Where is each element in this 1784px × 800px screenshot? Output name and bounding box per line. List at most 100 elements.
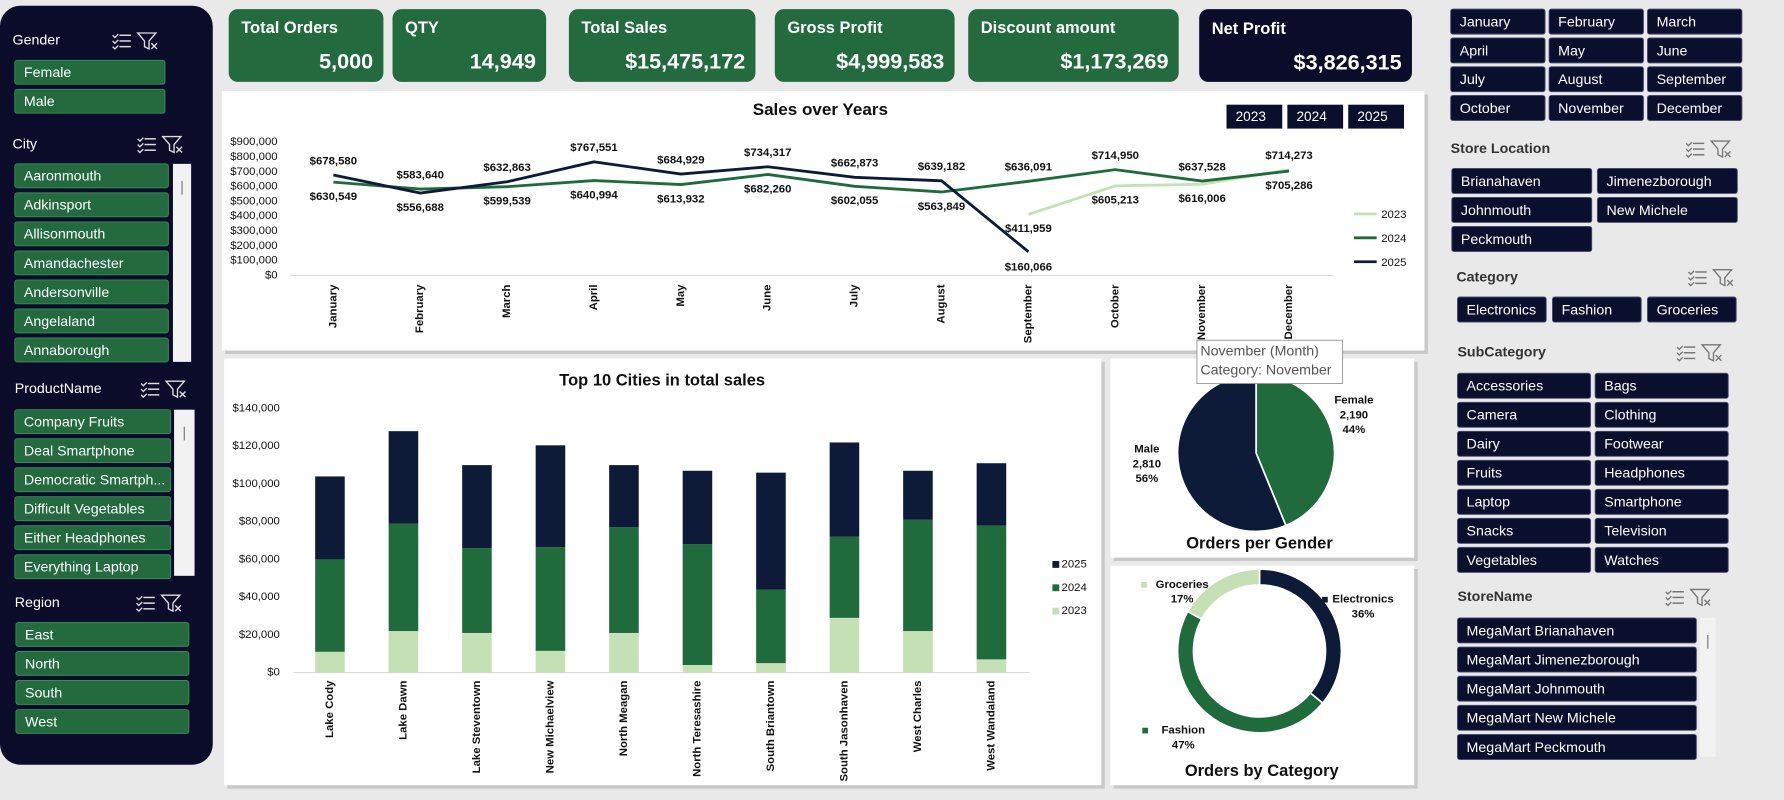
clear-filter-icon[interactable] (161, 135, 183, 154)
slicer-item[interactable]: Vegetables (1467, 553, 1537, 569)
slicer-button[interactable] (1594, 517, 1729, 544)
slicer-item[interactable]: March (1657, 15, 1697, 31)
year-button[interactable] (1348, 104, 1404, 129)
slicer-button[interactable] (1647, 66, 1743, 93)
year-button-label[interactable]: 2023 (1236, 109, 1266, 124)
year-button[interactable] (1226, 104, 1283, 129)
slicer-button[interactable] (1594, 372, 1729, 399)
slicer-item[interactable]: Fruits (1467, 466, 1503, 482)
slicer-item[interactable]: Dairy (1467, 437, 1501, 453)
slicer-button[interactable] (14, 88, 166, 114)
slicer-item[interactable]: January (1460, 15, 1511, 31)
slicer-button[interactable] (1548, 95, 1644, 121)
clear-filter-icon[interactable] (1689, 588, 1711, 607)
slicer-item[interactable]: December (1657, 101, 1723, 117)
slicer-button[interactable] (14, 409, 172, 435)
slicer-button[interactable] (1457, 430, 1592, 457)
multi-select-icon[interactable] (112, 33, 119, 50)
slicer-item[interactable]: Clothing (1604, 408, 1656, 424)
multi-select-icon[interactable] (137, 137, 144, 154)
slicer-item[interactable]: South (25, 685, 62, 701)
slicer-item[interactable]: East (25, 627, 53, 643)
slicer-item[interactable]: Television (1604, 524, 1666, 540)
slicer-item[interactable]: July (1460, 72, 1486, 88)
slicer-button[interactable] (14, 279, 169, 305)
slicer-button[interactable] (1594, 488, 1729, 515)
clear-filter-icon[interactable] (1709, 140, 1732, 159)
slicer-item[interactable]: August (1558, 72, 1602, 88)
year-button-label[interactable]: 2024 (1296, 109, 1327, 124)
slicer-item[interactable]: Deal Smartphone (24, 444, 135, 460)
slicer-item[interactable]: MegaMart Peckmouth (1467, 740, 1606, 756)
slicer-button[interactable] (15, 622, 190, 647)
slicer-button[interactable] (1552, 296, 1642, 323)
slicer-item[interactable]: Democratic Smartph... (24, 473, 165, 489)
slicer-button[interactable] (1451, 226, 1593, 252)
slicer-item[interactable]: Bags (1604, 379, 1636, 395)
slicer-item[interactable]: Fashion (1562, 302, 1613, 318)
slicer-item[interactable]: Headphones (1604, 466, 1685, 482)
multi-select-icon[interactable] (1665, 590, 1672, 607)
slicer-item[interactable]: Andersonville (24, 285, 109, 301)
slicer-button[interactable] (1457, 646, 1697, 673)
slicer-button[interactable] (1647, 8, 1743, 35)
slicer-item[interactable]: Everything Laptop (24, 560, 139, 576)
multi-select-icon[interactable] (1676, 345, 1684, 362)
slicer-button[interactable] (1596, 167, 1738, 194)
slicer-button[interactable] (14, 337, 169, 363)
slicer-button[interactable] (14, 250, 169, 276)
slicer-button[interactable] (14, 59, 166, 85)
multi-select-icon[interactable] (1687, 270, 1695, 287)
slicer-item[interactable]: Camera (1467, 408, 1518, 424)
slicer-button[interactable] (1457, 459, 1592, 486)
slicer-item[interactable]: Angelaland (24, 314, 95, 330)
slicer-item[interactable]: Snacks (1467, 524, 1514, 540)
slicer-button[interactable] (1594, 546, 1729, 573)
slicer-button[interactable] (1548, 66, 1644, 93)
clear-filter-icon[interactable] (1711, 269, 1734, 287)
slicer-button[interactable] (1647, 296, 1737, 323)
slicer-button[interactable] (1647, 37, 1743, 64)
slicer-item[interactable]: MegaMart New Michele (1467, 711, 1616, 727)
slicer-button[interactable] (1457, 296, 1547, 323)
slicer-item[interactable]: Amandachester (24, 256, 124, 272)
slicer-item[interactable]: October (1460, 101, 1511, 117)
slicer-button[interactable] (14, 163, 169, 189)
slicer-item[interactable]: Adkinsport (24, 198, 91, 214)
slicer-button[interactable] (1457, 733, 1697, 760)
slicer-item[interactable]: Female (24, 65, 71, 81)
multi-select-icon[interactable] (136, 595, 143, 613)
slicer-item[interactable]: Male (24, 94, 55, 110)
slicer-item[interactable]: Company Fruits (24, 415, 124, 431)
slicer-button[interactable] (1594, 459, 1729, 486)
slicer-button[interactable] (14, 525, 172, 551)
slicer-item[interactable]: West (25, 714, 57, 730)
slicer-button[interactable] (1457, 517, 1592, 544)
slicer-item[interactable]: Smartphone (1604, 495, 1682, 511)
slicer-button[interactable] (14, 467, 172, 493)
slicer-item[interactable]: Accessories (1467, 379, 1544, 395)
clear-filter-icon[interactable] (136, 32, 158, 51)
slicer-item[interactable]: MegaMart Jimenezborough (1467, 652, 1640, 668)
slicer-item[interactable]: Electronics (1467, 302, 1537, 318)
slicer-item[interactable]: Either Headphones (24, 531, 146, 547)
slicer-item[interactable]: MegaMart Brianahaven (1467, 623, 1615, 639)
slicer-button[interactable] (1457, 704, 1697, 731)
year-button-label[interactable]: 2025 (1357, 109, 1388, 124)
slicer-button[interactable] (1451, 196, 1593, 223)
slicer-item[interactable]: Difficult Vegetables (24, 502, 145, 518)
slicer-button[interactable] (1594, 430, 1729, 457)
multi-select-icon[interactable] (140, 381, 148, 399)
slicer-button[interactable] (14, 192, 169, 218)
slicer-button[interactable] (1457, 675, 1697, 702)
slicer-item[interactable]: September (1657, 72, 1727, 88)
slicer-item[interactable]: Footwear (1604, 437, 1664, 453)
clear-filter-icon[interactable] (160, 594, 182, 613)
clear-filter-icon[interactable] (164, 380, 186, 399)
slicer-item[interactable]: Johnmouth (1461, 203, 1531, 219)
multi-select-icon[interactable] (1685, 141, 1693, 159)
slicer-button[interactable] (1647, 95, 1743, 121)
slicer-button[interactable] (14, 496, 172, 522)
slicer-item[interactable]: Annaborough (24, 343, 109, 359)
slicer-button[interactable] (1457, 372, 1592, 399)
